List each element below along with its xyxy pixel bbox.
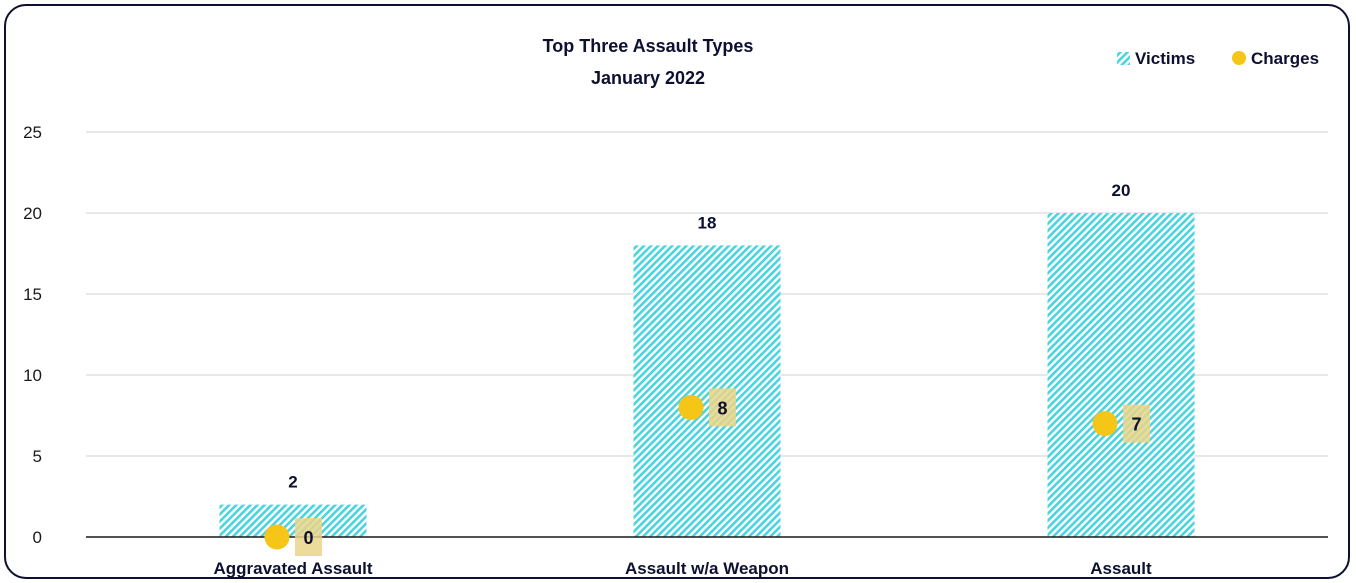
bar-value-label: 20 <box>1112 181 1131 200</box>
y-tick-label: 0 <box>33 528 42 547</box>
chart-title: Top Three Assault Types <box>543 36 754 56</box>
x-tick-label: Aggravated Assault <box>213 559 372 578</box>
legend-item-victims: Victims <box>1117 49 1195 68</box>
bar-value-label: 2 <box>288 473 297 492</box>
x-tick-label: Assault <box>1090 559 1152 578</box>
bar-value-label: 18 <box>698 213 717 232</box>
point-label-box <box>709 388 736 427</box>
y-tick-label: 5 <box>33 447 42 466</box>
legend-label-charges: Charges <box>1251 49 1319 68</box>
x-axis: Aggravated Assault Assault w/a Weapon Assa… <box>213 559 1152 578</box>
chart-frame: Top Three Assault Types January 2022 Vic… <box>4 4 1350 579</box>
y-tick-label: 10 <box>23 366 42 385</box>
point-label-box <box>1123 404 1150 443</box>
point-charges <box>264 524 290 550</box>
victims-bars <box>219 213 1195 537</box>
chart-title-group: Top Three Assault Types January 2022 <box>543 36 754 88</box>
legend-swatch-charges <box>1232 51 1246 65</box>
victims-data-labels: 2 18 20 <box>288 181 1130 492</box>
point-label-box <box>295 518 322 556</box>
point-value-label: 7 <box>1131 415 1141 435</box>
legend: Victims Charges <box>1117 49 1319 68</box>
charges-points: 0 8 7 <box>264 388 1150 556</box>
y-tick-label: 25 <box>23 123 42 142</box>
y-tick-label: 15 <box>23 285 42 304</box>
point-value-label: 0 <box>303 528 313 548</box>
bar-victims <box>1047 213 1195 537</box>
x-tick-label: Assault w/a Weapon <box>625 559 789 578</box>
point-charges <box>678 394 704 420</box>
chart-subtitle: January 2022 <box>591 68 705 88</box>
y-tick-label: 20 <box>23 204 42 223</box>
bar-victims <box>633 245 781 537</box>
bar-victims <box>219 504 367 537</box>
point-charges <box>1092 411 1118 437</box>
chart: Top Three Assault Types January 2022 Vic… <box>23 36 1328 578</box>
legend-label-victims: Victims <box>1135 49 1195 68</box>
point-value-label: 8 <box>717 398 727 418</box>
legend-item-charges: Charges <box>1232 49 1319 68</box>
legend-swatch-victims <box>1117 52 1130 65</box>
y-axis: 0 5 10 15 20 25 <box>23 123 42 547</box>
